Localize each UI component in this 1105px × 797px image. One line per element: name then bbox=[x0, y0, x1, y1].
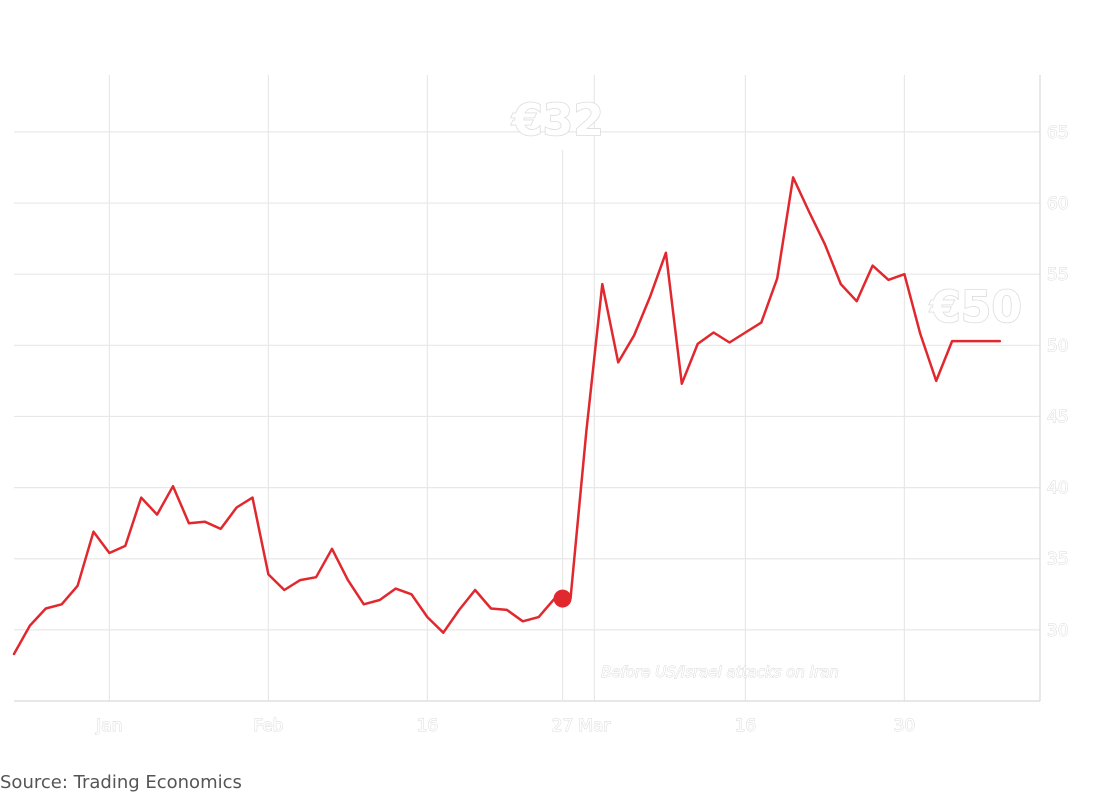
x-tick-label-1: Feb bbox=[253, 716, 283, 736]
highlight-value-label: €32 bbox=[511, 95, 604, 146]
y-tick-label-65: 65 bbox=[1047, 123, 1069, 143]
y-tick-label-50: 50 bbox=[1047, 336, 1069, 356]
y-tick-label-30: 30 bbox=[1047, 621, 1069, 641]
y-tick-label-40: 40 bbox=[1047, 479, 1069, 499]
oil-price-line-chart: 30 35 40 45 50 55 60 65 Jan Feb 16 27 Mar 16 30 €32 €5… bbox=[0, 0, 1105, 770]
highlight-point bbox=[554, 590, 572, 608]
y-tick-label-60: 60 bbox=[1047, 194, 1069, 214]
source-note: Source: Trading Economics bbox=[0, 772, 242, 793]
callout-labels: €32 €50 Before US/Israel attacks on Iran bbox=[511, 95, 1022, 681]
price-series-line bbox=[14, 177, 1000, 654]
y-grid-lines bbox=[14, 132, 1040, 630]
series-group bbox=[14, 177, 1000, 654]
y-tick-label-35: 35 bbox=[1047, 550, 1069, 570]
end-value-label: €50 bbox=[929, 282, 1022, 333]
x-grid-lines bbox=[109, 75, 904, 701]
x-tick-label-2: 16 bbox=[417, 716, 439, 736]
x-tick-label-3: 27 bbox=[552, 716, 574, 736]
axes bbox=[14, 75, 1040, 701]
y-tick-label-55: 55 bbox=[1047, 265, 1069, 285]
x-tick-label-4: Mar bbox=[578, 716, 610, 736]
event-annotation: Before US/Israel attacks on Iran bbox=[601, 663, 839, 681]
y-tick-labels: 30 35 40 45 50 55 60 65 bbox=[1047, 123, 1069, 641]
x-tick-label-0: Jan bbox=[95, 716, 122, 736]
x-tick-labels: Jan Feb 16 27 Mar 16 30 bbox=[95, 716, 915, 736]
y-tick-label-45: 45 bbox=[1047, 407, 1069, 427]
x-tick-label-5: 16 bbox=[735, 716, 757, 736]
x-tick-label-6: 30 bbox=[894, 716, 916, 736]
